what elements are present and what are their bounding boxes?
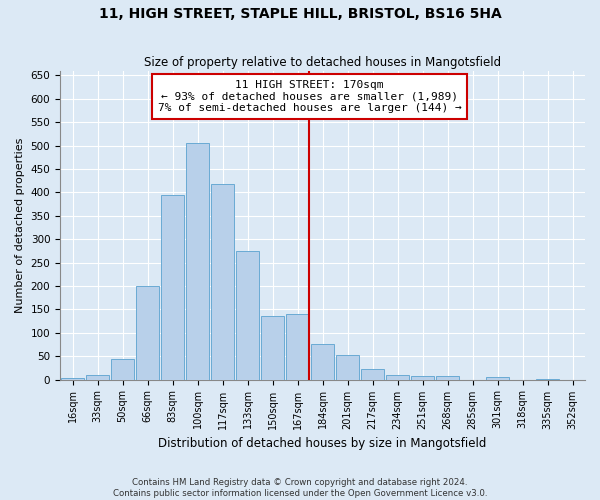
Bar — [236, 251, 259, 380]
Bar — [61, 378, 85, 380]
Text: 11, HIGH STREET, STAPLE HILL, BRISTOL, BS16 5HA: 11, HIGH STREET, STAPLE HILL, BRISTOL, B… — [98, 8, 502, 22]
Bar — [185, 143, 209, 380]
Bar — [110, 358, 134, 380]
Bar — [335, 355, 359, 380]
Title: Size of property relative to detached houses in Mangotsfield: Size of property relative to detached ho… — [144, 56, 501, 70]
Bar — [136, 286, 160, 380]
Text: 11 HIGH STREET: 170sqm
← 93% of detached houses are smaller (1,989)
7% of semi-d: 11 HIGH STREET: 170sqm ← 93% of detached… — [158, 80, 461, 113]
Bar — [86, 375, 109, 380]
Bar — [386, 375, 409, 380]
Bar — [361, 370, 385, 380]
X-axis label: Distribution of detached houses by size in Mangotsfield: Distribution of detached houses by size … — [158, 437, 487, 450]
Bar — [286, 314, 310, 380]
Bar — [211, 184, 235, 380]
Y-axis label: Number of detached properties: Number of detached properties — [15, 138, 25, 313]
Bar — [260, 316, 284, 380]
Bar — [161, 194, 184, 380]
Bar — [485, 377, 509, 380]
Bar — [410, 376, 434, 380]
Bar — [536, 378, 559, 380]
Bar — [436, 376, 460, 380]
Text: Contains HM Land Registry data © Crown copyright and database right 2024.
Contai: Contains HM Land Registry data © Crown c… — [113, 478, 487, 498]
Bar — [311, 344, 334, 380]
